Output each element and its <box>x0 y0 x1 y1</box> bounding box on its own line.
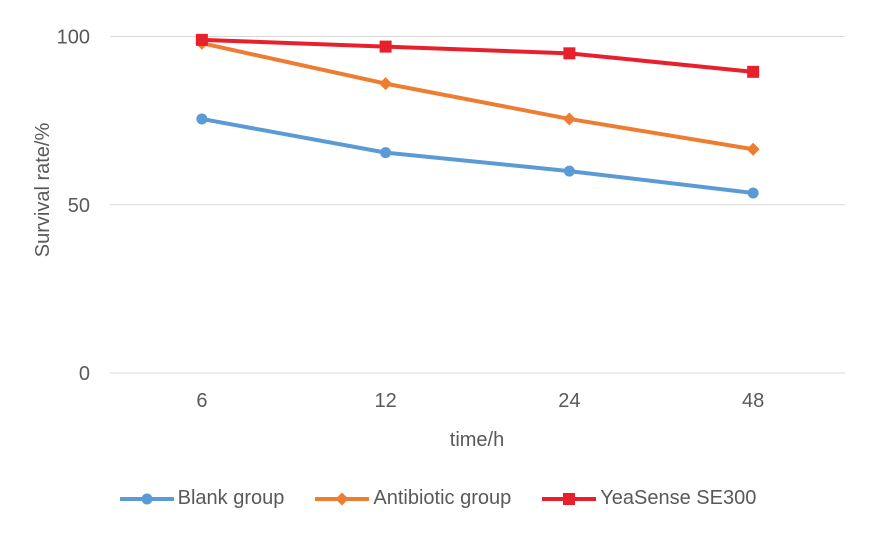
data-point-antibiotic-group <box>379 77 393 91</box>
y-tick-label: 0 <box>79 363 90 385</box>
y-axis-title: Survival rate/% <box>32 123 54 258</box>
legend-item-antibiotic-group: Antibiotic group <box>315 487 511 510</box>
chart-legend: Blank group Antibiotic group YeaSense SE30… <box>0 487 876 510</box>
gridlines <box>110 36 845 374</box>
data-point-antibiotic-group <box>562 112 576 126</box>
data-point-blank-group <box>747 187 759 199</box>
x-tick-label: 12 <box>375 390 397 412</box>
data-point-blank-group <box>196 113 208 125</box>
data-point-yeasense-se300 <box>747 65 760 78</box>
y-tick-label: 50 <box>68 195 90 217</box>
data-point-yeasense-se300 <box>379 40 392 53</box>
legend-label-yeasense-se300: YeaSense SE300 <box>600 487 757 509</box>
data-point-yeasense-se300 <box>195 33 208 46</box>
series-line-blank-group <box>199 116 756 195</box>
data-point-blank-group <box>380 147 392 159</box>
series-layer <box>195 33 760 199</box>
plot-area: 0 50 100 6 12 24 48 Survival rate/% time/h <box>32 27 845 451</box>
x-tick-label: 6 <box>196 390 207 412</box>
series-line-yeasense-se300 <box>199 37 756 74</box>
legend-circle-swatch-icon <box>119 493 174 504</box>
legend-label-blank-group: Blank group <box>177 487 285 509</box>
square-marker-icon <box>563 492 576 505</box>
legend-item-yeasense-se300: YeaSense SE300 <box>542 487 756 510</box>
x-axis-title: time/h <box>450 429 504 451</box>
legend-item-blank-group: Blank group <box>119 487 285 510</box>
legend-diamond-swatch-icon <box>315 492 370 505</box>
legend-label-antibiotic-group: Antibiotic group <box>373 487 512 509</box>
legend-square-swatch-icon <box>542 492 597 505</box>
series-line-antibiotic-group <box>199 41 756 152</box>
data-point-yeasense-se300 <box>563 47 576 60</box>
circle-marker-icon <box>141 493 153 504</box>
data-point-antibiotic-group <box>746 142 760 156</box>
y-axis-tick-labels: 0 50 100 <box>57 27 90 386</box>
x-axis-tick-labels: 6 12 24 48 <box>196 390 764 412</box>
y-tick-label: 100 <box>57 27 90 49</box>
x-tick-label: 24 <box>558 390 580 412</box>
x-tick-label: 48 <box>742 390 764 412</box>
diamond-marker-icon <box>335 492 349 505</box>
data-point-blank-group <box>563 165 575 177</box>
